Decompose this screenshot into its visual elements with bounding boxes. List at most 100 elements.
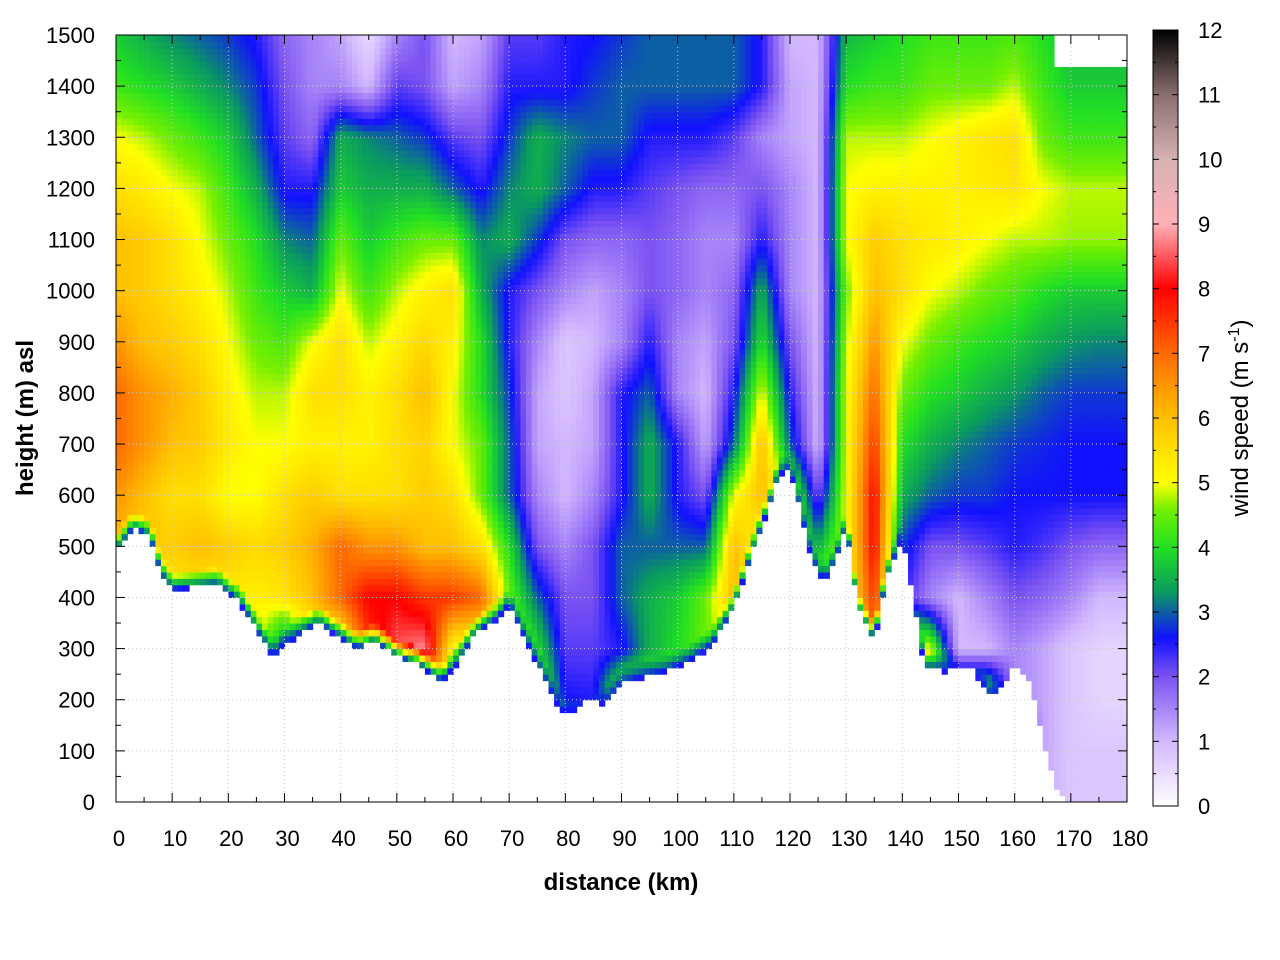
heatmap-cell	[306, 271, 314, 279]
heatmap-cell	[363, 597, 370, 605]
heatmap-cell	[239, 488, 246, 496]
heatmap-cell	[250, 188, 258, 196]
heatmap-cell	[273, 623, 280, 631]
heatmap-cell	[346, 591, 353, 599]
heatmap-cell	[256, 86, 263, 94]
heatmap-cell	[318, 156, 325, 164]
heatmap-cell	[222, 156, 229, 164]
heatmap-cell	[189, 239, 196, 247]
heatmap-cell	[127, 335, 134, 343]
heatmap-cell	[155, 79, 162, 87]
heatmap-cell	[239, 456, 246, 464]
heatmap-cell	[121, 47, 128, 55]
heatmap-cell	[295, 597, 302, 605]
heatmap-cell	[295, 623, 302, 631]
heatmap-cell	[290, 290, 297, 298]
heatmap-cell	[239, 220, 246, 228]
heatmap-cell	[228, 444, 235, 452]
heatmap-cell	[172, 584, 179, 592]
heatmap-cell	[183, 367, 190, 375]
heatmap-cell	[256, 66, 263, 74]
heatmap-cell	[419, 648, 426, 656]
heatmap-cell	[256, 610, 263, 618]
heatmap-cell	[189, 111, 196, 119]
heatmap-cell	[408, 552, 415, 560]
heatmap-cell	[239, 41, 246, 49]
heatmap-cell	[194, 539, 201, 547]
heatmap-cell	[183, 335, 190, 343]
heatmap-cell	[278, 265, 286, 273]
heatmap-cell	[391, 648, 398, 656]
heatmap-cell	[194, 469, 201, 477]
heatmap-cell	[155, 297, 162, 305]
heatmap-cell	[363, 233, 370, 241]
heatmap-cell	[402, 629, 409, 637]
heatmap-cell	[346, 629, 353, 637]
heatmap-cell	[278, 66, 286, 74]
heatmap-cell	[351, 412, 359, 420]
heatmap-cell	[278, 60, 286, 68]
heatmap-cell	[200, 297, 207, 305]
heatmap-cell	[183, 501, 190, 509]
heatmap-cell	[368, 239, 375, 247]
heatmap-cell	[144, 169, 151, 177]
heatmap-cell	[149, 79, 156, 87]
heatmap-cell	[374, 175, 381, 183]
heatmap-cell	[379, 175, 387, 183]
heatmap-cell	[408, 507, 415, 515]
heatmap-cell	[132, 367, 140, 375]
heatmap-cell	[217, 35, 224, 42]
heatmap-cell	[318, 578, 325, 586]
heatmap-cell	[278, 86, 286, 94]
heatmap-cell	[116, 290, 123, 298]
heatmap-cell	[335, 437, 342, 445]
heatmap-cell	[166, 182, 173, 189]
heatmap-cell	[256, 380, 263, 388]
heatmap-cell	[408, 533, 415, 541]
heatmap-cell	[301, 105, 308, 113]
heatmap-cell	[295, 501, 302, 509]
heatmap-cell	[256, 271, 263, 279]
heatmap-cell	[290, 239, 297, 247]
heatmap-cell	[211, 392, 218, 400]
heatmap-cell	[177, 482, 184, 490]
heatmap-cell	[177, 316, 184, 324]
heatmap-cell	[160, 194, 168, 202]
heatmap-cell	[335, 380, 342, 388]
heatmap-cell	[205, 488, 213, 496]
heatmap-cell	[351, 482, 359, 490]
heatmap-cell	[385, 476, 392, 484]
heatmap-cell	[222, 469, 229, 477]
heatmap-cell	[250, 60, 258, 68]
heatmap-cell	[391, 501, 398, 509]
heatmap-cell	[379, 514, 387, 522]
heatmap-cell	[408, 373, 415, 381]
heatmap-cell	[144, 284, 151, 292]
heatmap-cell	[290, 399, 297, 407]
heatmap-cell	[413, 373, 420, 381]
heatmap-cell	[211, 329, 218, 337]
heatmap-cell	[172, 482, 179, 490]
heatmap-cell	[329, 603, 336, 611]
heatmap-cell	[391, 629, 398, 637]
heatmap-cell	[391, 444, 398, 452]
heatmap-cell	[368, 47, 375, 55]
heatmap-cell	[368, 220, 375, 228]
heatmap-cell	[368, 245, 375, 253]
heatmap-cell	[149, 194, 156, 202]
heatmap-cell	[250, 456, 258, 464]
heatmap-cell	[396, 380, 404, 388]
heatmap-cell	[205, 463, 213, 471]
heatmap-cell	[284, 533, 291, 541]
heatmap-cell	[222, 41, 229, 49]
heatmap-cell	[413, 284, 420, 292]
heatmap-cell	[121, 405, 128, 413]
heatmap-cell	[340, 194, 347, 202]
heatmap-cell	[127, 450, 134, 458]
heatmap-cell	[132, 213, 140, 221]
heatmap-cell	[340, 258, 347, 266]
heatmap-cell	[306, 194, 314, 202]
heatmap-cell	[267, 635, 274, 643]
heatmap-cell	[250, 591, 258, 599]
heatmap-cell	[340, 309, 347, 317]
